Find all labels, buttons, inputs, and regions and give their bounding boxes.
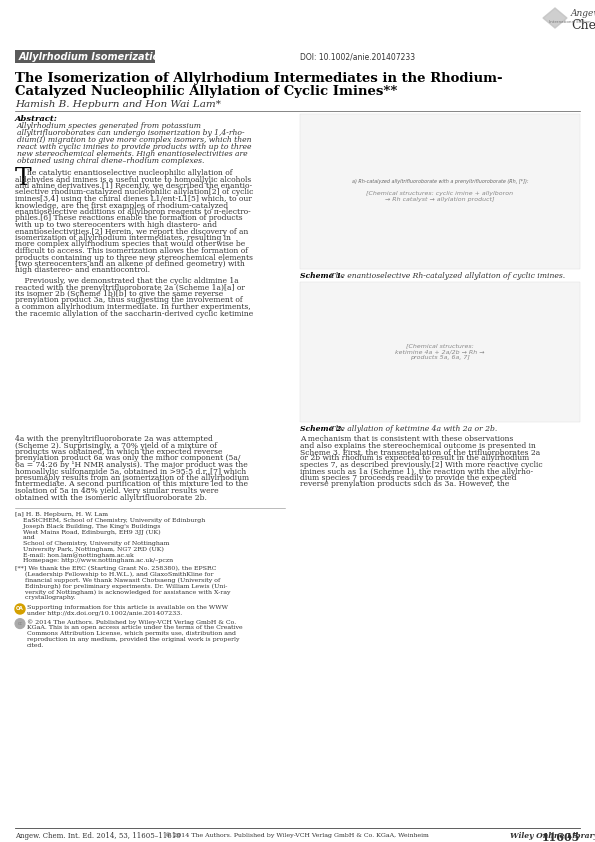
Text: a common allylrhodium intermediate. In further experiments,: a common allylrhodium intermediate. In f…: [15, 303, 250, 311]
Text: School of Chemistry, University of Nottingham: School of Chemistry, University of Notti…: [15, 541, 170, 546]
Text: Homepage: http://www.nottingham.ac.uk/–pczn: Homepage: http://www.nottingham.ac.uk/–p…: [15, 558, 173, 563]
Text: react with cyclic imines to provide products with up to three: react with cyclic imines to provide prod…: [17, 143, 252, 151]
Text: obtained using chiral diene–rhodium complexes.: obtained using chiral diene–rhodium comp…: [17, 157, 204, 165]
Text: cc: cc: [17, 621, 23, 626]
Text: imines[3,4] using the chiral dienes L1/ent-L1[5] which, to our: imines[3,4] using the chiral dienes L1/e…: [15, 195, 252, 203]
Text: Allylrhodium species generated from potassium: Allylrhodium species generated from pota…: [17, 122, 202, 130]
Text: he catalytic enantioselective nucleophilic allylation of: he catalytic enantioselective nucleophil…: [27, 169, 233, 177]
Text: Previously, we demonstrated that the cyclic aldimine 1a: Previously, we demonstrated that the cyc…: [15, 277, 239, 285]
Text: Supporting information for this article is available on the WWW: Supporting information for this article …: [27, 605, 228, 610]
Text: Abstract:: Abstract:: [15, 115, 58, 123]
Text: Chemie: Chemie: [571, 19, 595, 32]
Text: The Isomerization of Allylrhodium Intermediates in the Rhodium-: The Isomerization of Allylrhodium Interm…: [15, 72, 503, 85]
Text: imines such as 1a (Scheme 1), the reaction with the allylrho-: imines such as 1a (Scheme 1), the reacti…: [300, 467, 533, 476]
Text: (Leadership Fellowship to H.W.L.), and GlaxoSmithKline for: (Leadership Fellowship to H.W.L.), and G…: [15, 572, 214, 578]
Text: and: and: [15, 536, 35, 541]
Text: intermediate. A second purification of this mixture led to the: intermediate. A second purification of t…: [15, 481, 248, 488]
Text: Catalyzed Nucleophilic Allylation of Cyclic Imines**: Catalyzed Nucleophilic Allylation of Cyc…: [15, 85, 397, 98]
Text: homoallylic sulfonamide 5a, obtained in >95:5 d.r.,[7] which: homoallylic sulfonamide 5a, obtained in …: [15, 467, 246, 476]
Text: Angew. Chem. Int. Ed. 2014, 53, 11605–11610: Angew. Chem. Int. Ed. 2014, 53, 11605–11…: [15, 832, 181, 840]
Bar: [300, 282, 580, 422]
Text: 4a with the prenyltrifluoroborate 2a was attempted: 4a with the prenyltrifluoroborate 2a was…: [15, 435, 213, 443]
Text: The allylation of ketimine 4a with 2a or 2b.: The allylation of ketimine 4a with 2a or…: [328, 425, 497, 433]
Text: DOI: 10.1002/anie.201407233: DOI: 10.1002/anie.201407233: [300, 52, 415, 61]
Text: prenylation product 6a was only the minor component (5a/: prenylation product 6a was only the mino…: [15, 455, 240, 462]
Text: © 2014 The Authors. Published by Wiley-VCH Verlag GmbH & Co.: © 2014 The Authors. Published by Wiley-V…: [27, 620, 236, 626]
Text: Hamish B. Hepburn and Hon Wai Lam*: Hamish B. Hepburn and Hon Wai Lam*: [15, 100, 221, 109]
Text: © 2014 The Authors. Published by Wiley-VCH Verlag GmbH & Co. KGaA, Weinheim: © 2014 The Authors. Published by Wiley-V…: [165, 832, 429, 838]
Text: West Mains Road, Edinburgh, EH9 3JJ (UK): West Mains Road, Edinburgh, EH9 3JJ (UK): [15, 530, 161, 535]
Text: obtained with the isomeric allyltrifluoroborate 2b.: obtained with the isomeric allyltrifluor…: [15, 493, 207, 502]
Text: selective rhodium-catalyzed nucleophilic allylation[2] of cyclic: selective rhodium-catalyzed nucleophilic…: [15, 189, 253, 196]
Text: under http://dx.doi.org/10.1002/anie.201407233.: under http://dx.doi.org/10.1002/anie.201…: [27, 610, 182, 616]
Text: [Chemical structures:
ketimine 4a + 2a/2b → Rh →
products 5a, 6a, 7]: [Chemical structures: ketimine 4a + 2a/2…: [395, 344, 485, 360]
Text: Scheme 3. First, the transmetalation of the trifluoroborates 2a: Scheme 3. First, the transmetalation of …: [300, 448, 540, 456]
Bar: [300, 114, 580, 269]
Text: (Scheme 2). Surprisingly, a 70% yield of a mixture of: (Scheme 2). Surprisingly, a 70% yield of…: [15, 441, 217, 450]
Text: and amine derivatives.[1] Recently, we described the enantio-: and amine derivatives.[1] Recently, we d…: [15, 182, 252, 190]
Text: Allylrhodium Isomerization: Allylrhodium Isomerization: [19, 51, 167, 61]
Text: E-mail: hon.lam@nottingham.ac.uk: E-mail: hon.lam@nottingham.ac.uk: [15, 552, 134, 558]
Bar: [15, 50, 155, 63]
Text: knowledge, are the first examples of rhodium-catalyzed: knowledge, are the first examples of rho…: [15, 201, 228, 210]
Text: Joseph Black Building, The King's Buildings: Joseph Black Building, The King's Buildi…: [15, 524, 161, 529]
Text: a) Rh-catalyzed allyltrifluoroborate with a prenyltrifluoroborate (Rh, [*]):: a) Rh-catalyzed allyltrifluoroborate wit…: [352, 179, 528, 184]
Text: products was obtained, in which the expected reverse: products was obtained, in which the expe…: [15, 448, 223, 456]
Text: or 2b with rhodium is expected to result in the allylrhodium: or 2b with rhodium is expected to result…: [300, 455, 529, 462]
Text: Wiley Online Library: Wiley Online Library: [510, 832, 595, 840]
Text: isolation of 5a in 48% yield. Very similar results were: isolation of 5a in 48% yield. Very simil…: [15, 487, 218, 495]
Text: philes.[6] These reactions enable the formation of products: philes.[6] These reactions enable the fo…: [15, 215, 243, 222]
Text: allyltrifluoroborates can undergo isomerization by 1,4-rho-: allyltrifluoroborates can undergo isomer…: [17, 129, 245, 137]
Text: the racemic allylation of the saccharin-derived cyclic ketimine: the racemic allylation of the saccharin-…: [15, 310, 253, 317]
Text: Edinburgh) for preliminary experiments. Dr. William Lewis (Uni-: Edinburgh) for preliminary experiments. …: [15, 584, 227, 589]
Text: KGaA. This is an open access article under the terms of the Creative: KGaA. This is an open access article und…: [27, 626, 243, 631]
Text: with up to two stereocenters with high diastero- and: with up to two stereocenters with high d…: [15, 221, 217, 229]
Text: Scheme 1.: Scheme 1.: [300, 272, 344, 280]
Text: [a] H. B. Hepburn, H. W. Lam: [a] H. B. Hepburn, H. W. Lam: [15, 512, 108, 517]
Text: aldehydes and imines is a useful route to homoallylic alcohols: aldehydes and imines is a useful route t…: [15, 175, 251, 184]
Text: dium species 7 proceeds readily to provide the expected: dium species 7 proceeds readily to provi…: [300, 474, 516, 482]
Text: crystallography.: crystallography.: [15, 595, 76, 600]
Text: International Edition: International Edition: [549, 20, 591, 24]
Polygon shape: [543, 8, 567, 28]
Text: presumably results from an isomerization of the allylrhodium: presumably results from an isomerization…: [15, 474, 249, 482]
Text: enantioselectivities.[2] Herein, we report the discovery of an: enantioselectivities.[2] Herein, we repo…: [15, 227, 248, 236]
Text: Scheme 2.: Scheme 2.: [300, 425, 344, 433]
Text: dium(I) migration to give more complex isomers, which then: dium(I) migration to give more complex i…: [17, 136, 252, 144]
Text: Angewandte: Angewandte: [571, 9, 595, 18]
Text: Commons Attribution License, which permits use, distribution and: Commons Attribution License, which permi…: [27, 632, 236, 637]
Text: its isomer 2b (Scheme 1b)[b] to give the same reverse: its isomer 2b (Scheme 1b)[b] to give the…: [15, 290, 223, 298]
Text: more complex allylrhodium species that would otherwise be: more complex allylrhodium species that w…: [15, 241, 245, 248]
Text: reproduction in any medium, provided the original work is properly: reproduction in any medium, provided the…: [27, 637, 240, 642]
Text: OA: OA: [16, 606, 24, 611]
Text: financial support. We thank Nawasit Chotsaeng (University of: financial support. We thank Nawasit Chot…: [15, 578, 220, 583]
Text: [Chemical structures: cyclic imine + allylboron
→ Rh catalyst → allylation produ: [Chemical structures: cyclic imine + all…: [367, 191, 513, 202]
Text: isomerization of allylrhodium intermediates, resulting in: isomerization of allylrhodium intermedia…: [15, 234, 231, 242]
Text: reacted with the prenyltrifluoroborate 2a (Scheme 1a)[a] or: reacted with the prenyltrifluoroborate 2…: [15, 284, 245, 291]
Text: University Park, Nottingham, NG7 2RD (UK): University Park, Nottingham, NG7 2RD (UK…: [15, 546, 164, 552]
Text: T: T: [15, 167, 32, 190]
Circle shape: [15, 604, 25, 614]
Text: enantioselective additions of allylboron reagents to π-electro-: enantioselective additions of allylboron…: [15, 208, 250, 216]
Circle shape: [15, 619, 25, 629]
Text: versity of Nottingham) is acknowledged for assistance with X-ray: versity of Nottingham) is acknowledged f…: [15, 589, 230, 594]
Text: prenylation product 3a, thus suggesting the involvement of: prenylation product 3a, thus suggesting …: [15, 296, 243, 305]
Text: 6a = 74:26 by ¹H NMR analysis). The major product was the: 6a = 74:26 by ¹H NMR analysis). The majo…: [15, 461, 248, 469]
Text: The enantioselective Rh-catalyzed allylation of cyclic imines.: The enantioselective Rh-catalyzed allyla…: [328, 272, 565, 280]
Text: cited.: cited.: [27, 642, 45, 647]
Text: EaStCHEM, School of Chemistry, University of Edinburgh: EaStCHEM, School of Chemistry, Universit…: [15, 518, 205, 523]
Text: (two stereocenters and an alkene of defined geometry) with: (two stereocenters and an alkene of defi…: [15, 260, 245, 268]
Text: A mechanism that is consistent with these observations: A mechanism that is consistent with thes…: [300, 435, 513, 443]
Text: products containing up to three new stereochemical elements: products containing up to three new ster…: [15, 253, 253, 262]
Text: and also explains the stereochemical outcome is presented in: and also explains the stereochemical out…: [300, 441, 536, 450]
Text: difficult to access. This isomerization allows the formation of: difficult to access. This isomerization …: [15, 247, 248, 255]
Text: 11605: 11605: [541, 832, 580, 842]
Text: [**] We thank the ERC (Starting Grant No. 258380), the EPSRC: [**] We thank the ERC (Starting Grant No…: [15, 566, 217, 572]
Text: reverse prenylation products such as 3a. However, the: reverse prenylation products such as 3a.…: [300, 481, 509, 488]
Text: high diastereo- and enantiocontrol.: high diastereo- and enantiocontrol.: [15, 267, 150, 274]
Text: species 7, as described previously.[2] With more reactive cyclic: species 7, as described previously.[2] W…: [300, 461, 543, 469]
Text: new stereochemical elements. High enantioselectivities are: new stereochemical elements. High enanti…: [17, 150, 248, 158]
